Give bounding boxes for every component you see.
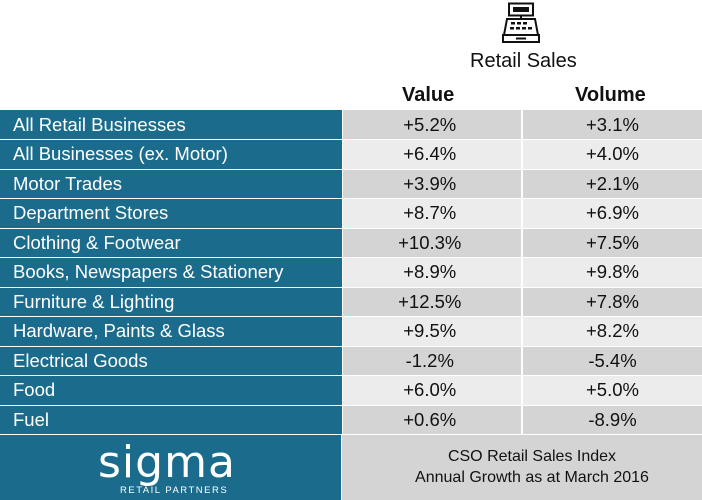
volume-cell: +6.9% — [522, 198, 702, 229]
row-label: Fuel — [0, 405, 343, 435]
source-title: CSO Retail Sales Index — [447, 447, 617, 465]
volume-cell: +5.0% — [522, 375, 702, 406]
table-row: Books, Newspapers & Stationery +8.9% +9.… — [0, 257, 702, 288]
row-label: Food — [0, 375, 343, 406]
volume-cell: +8.2% — [522, 316, 702, 347]
table-row: Furniture & Lighting +12.5% +7.8% — [0, 287, 702, 317]
value-cell: +10.3% — [342, 228, 523, 258]
row-label: All Businesses (ex. Motor) — [0, 139, 343, 170]
value-cell: +0.6% — [342, 405, 523, 435]
volume-cell: +3.1% — [522, 110, 702, 140]
table-row: Hardware, Paints & Glass +9.5% +8.2% — [0, 316, 702, 347]
value-cell: -1.2% — [342, 346, 523, 376]
volume-cell: -5.4% — [522, 346, 702, 376]
value-cell: +6.0% — [342, 375, 523, 406]
sigma-logo: sigma RETAIL PARTNERS — [0, 435, 342, 500]
value-cell: +5.2% — [342, 110, 523, 140]
table-row: Department Stores +8.7% +6.9% — [0, 198, 702, 229]
volume-cell: +4.0% — [522, 139, 702, 170]
row-label: Clothing & Footwear — [0, 228, 343, 258]
table-row: Motor Trades +3.9% +2.1% — [0, 169, 702, 199]
volume-cell: -8.9% — [522, 405, 702, 435]
retail-sales-table: All Retail Businesses +5.2% +3.1% All Bu… — [0, 110, 702, 435]
source-note: CSO Retail Sales Index Annual Growth as … — [342, 435, 702, 500]
row-label: Department Stores — [0, 198, 343, 229]
column-header-value: Value — [402, 84, 455, 106]
value-cell: +9.5% — [342, 316, 523, 347]
row-label: Motor Trades — [0, 169, 343, 199]
table-heading: Retail Sales — [470, 50, 577, 72]
volume-cell: +9.8% — [522, 257, 702, 288]
volume-cell: +7.8% — [522, 287, 702, 317]
cash-register-icon — [502, 2, 540, 43]
value-cell: +8.9% — [342, 257, 523, 288]
table-row: Fuel +0.6% -8.9% — [0, 405, 702, 435]
logo-wordmark: sigma — [98, 437, 236, 488]
table-row: Food +6.0% +5.0% — [0, 375, 702, 406]
row-label: Furniture & Lighting — [0, 287, 343, 317]
volume-cell: +7.5% — [522, 228, 702, 258]
row-label: Electrical Goods — [0, 346, 343, 376]
row-label: Hardware, Paints & Glass — [0, 316, 343, 347]
row-label: All Retail Businesses — [0, 110, 343, 140]
value-cell: +3.9% — [342, 169, 523, 199]
table-footer: sigma RETAIL PARTNERS CSO Retail Sales I… — [0, 435, 702, 500]
table-row: All Businesses (ex. Motor) +6.4% +4.0% — [0, 139, 702, 170]
value-cell: +6.4% — [342, 139, 523, 170]
source-date: Annual Growth as at March 2016 — [415, 468, 649, 486]
volume-cell: +2.1% — [522, 169, 702, 199]
value-cell: +12.5% — [342, 287, 523, 317]
logo-subtext: RETAIL PARTNERS — [120, 485, 229, 496]
table-row: Clothing & Footwear +10.3% +7.5% — [0, 228, 702, 258]
row-label: Books, Newspapers & Stationery — [0, 257, 343, 288]
table-row: All Retail Businesses +5.2% +3.1% — [0, 110, 702, 140]
table-row: Electrical Goods -1.2% -5.4% — [0, 346, 702, 376]
column-header-volume: Volume — [575, 84, 646, 106]
value-cell: +8.7% — [342, 198, 523, 229]
